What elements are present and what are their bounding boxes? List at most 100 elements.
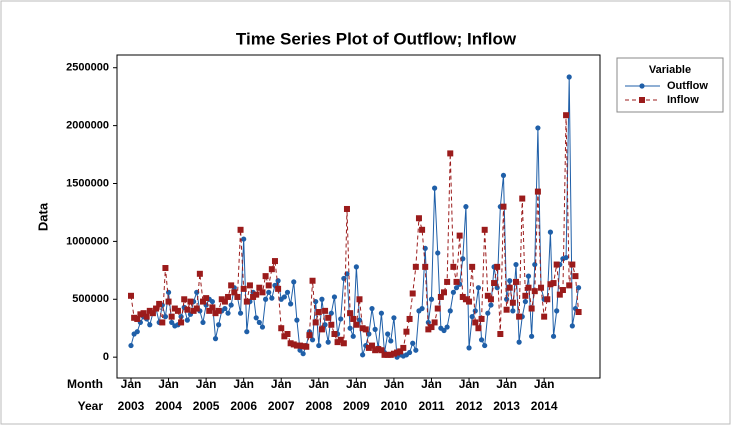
data-point (366, 331, 372, 337)
data-point (140, 310, 147, 317)
data-point (266, 289, 272, 295)
data-point (225, 293, 232, 300)
data-point (275, 285, 282, 292)
data-point (360, 352, 366, 358)
data-point (369, 305, 375, 312)
data-point (532, 261, 538, 268)
data-point (456, 232, 463, 239)
data-point (169, 319, 175, 326)
data-point (250, 293, 257, 300)
data-point (159, 319, 166, 326)
data-point (322, 307, 329, 314)
data-point (444, 324, 450, 330)
data-point (184, 317, 190, 323)
data-point (259, 289, 266, 296)
data-point (500, 172, 507, 179)
data-point (478, 315, 485, 322)
data-point (462, 296, 469, 303)
data-point (403, 328, 410, 335)
data-point (384, 351, 391, 358)
data-point (137, 311, 144, 318)
data-point (241, 236, 247, 242)
data-point (168, 313, 175, 320)
data-point (463, 204, 469, 210)
x-year-label: 2004 (155, 399, 182, 413)
data-point (460, 256, 466, 262)
data-point (297, 342, 304, 349)
legend-label: Outflow (667, 80, 708, 92)
data-point (316, 342, 322, 349)
data-point (369, 342, 376, 349)
data-point (268, 266, 275, 273)
data-point (347, 325, 353, 331)
data-point (509, 299, 516, 306)
data-point (550, 333, 557, 339)
data-point (278, 325, 285, 332)
data-point (153, 305, 160, 312)
data-point (378, 347, 385, 354)
data-point (534, 188, 541, 195)
data-point (491, 280, 498, 287)
data-point (350, 315, 357, 322)
data-point (365, 344, 372, 351)
data-point (437, 293, 444, 300)
x-year-label: 2013 (493, 399, 520, 413)
data-point (200, 319, 206, 326)
data-point (209, 298, 215, 305)
data-point (328, 310, 334, 316)
data-point (522, 298, 528, 305)
data-point (512, 278, 519, 285)
data-point (419, 226, 426, 233)
data-point (444, 278, 451, 285)
data-point (359, 325, 366, 332)
data-point (284, 331, 291, 338)
data-point (494, 263, 501, 270)
data-point (128, 342, 134, 349)
data-point (391, 315, 397, 321)
data-point (149, 310, 156, 317)
data-point (300, 343, 307, 350)
data-point (469, 263, 476, 270)
x-year-label: 2012 (456, 399, 483, 413)
legend-label: Inflow (667, 94, 699, 106)
y-tick-label: 2000000 (66, 120, 109, 132)
x-year-label: 2005 (193, 399, 220, 413)
x-tick-label: Jan (459, 377, 480, 391)
data-point (206, 307, 213, 314)
data-point (572, 273, 579, 280)
data-point (481, 226, 488, 233)
data-point (212, 310, 219, 317)
data-point (569, 261, 576, 268)
data-point (262, 296, 269, 302)
data-point (199, 298, 206, 305)
y-tick-label: 2500000 (66, 62, 109, 74)
data-point (506, 284, 513, 291)
data-point (415, 215, 422, 222)
data-point (216, 322, 222, 328)
data-point (243, 298, 250, 305)
data-point (218, 296, 225, 303)
data-point (196, 270, 203, 277)
data-point (441, 289, 447, 296)
data-point (563, 254, 569, 261)
data-point (513, 261, 519, 268)
data-point (193, 305, 200, 312)
data-point (447, 308, 453, 314)
legend-title: Variable (649, 64, 691, 76)
data-point (378, 310, 384, 316)
data-point (325, 314, 332, 321)
data-point (356, 296, 363, 303)
data-point (256, 284, 263, 291)
data-point (291, 279, 297, 285)
data-point (528, 305, 535, 312)
data-point (269, 295, 275, 301)
data-point (256, 319, 262, 326)
data-point (134, 315, 141, 322)
data-point (253, 315, 259, 321)
x-tick-label: Jan (158, 377, 179, 391)
data-point (569, 323, 575, 329)
data-point (134, 329, 140, 335)
data-point (131, 314, 138, 321)
data-point (469, 314, 475, 320)
